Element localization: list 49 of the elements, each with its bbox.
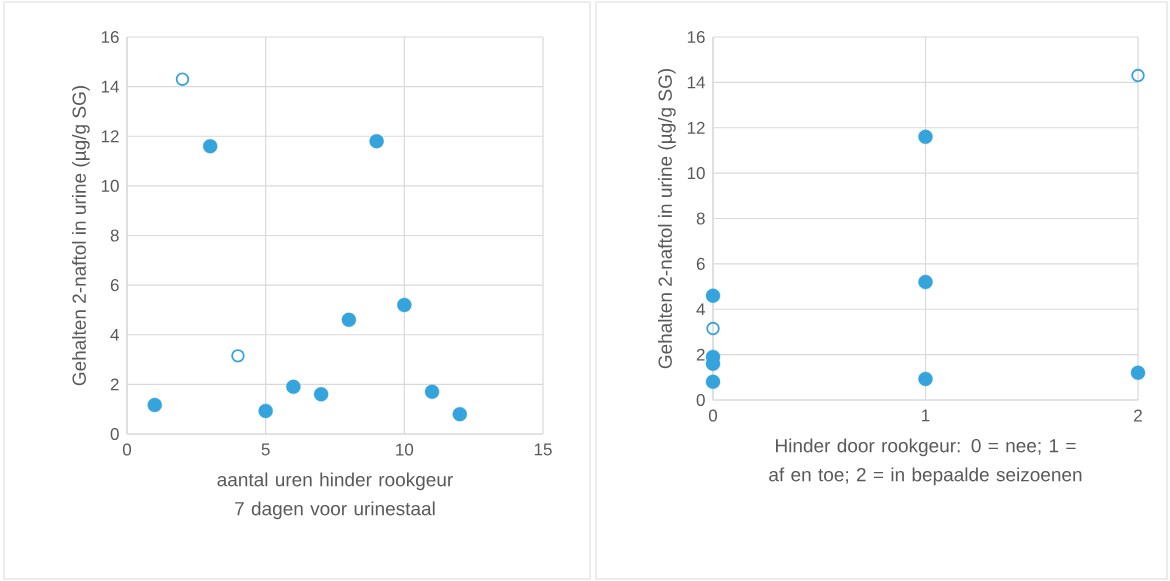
y-tick-label: 10 [687, 167, 705, 180]
y-tick-label: 4 [110, 328, 119, 341]
point [918, 371, 933, 387]
point [1130, 365, 1146, 380]
point [452, 406, 468, 422]
x-tick-label: 15 [534, 443, 552, 456]
point [705, 288, 721, 303]
point [258, 403, 273, 419]
x-tick-label: 2 [1134, 409, 1142, 422]
point [175, 72, 190, 86]
y-tick-label: 10 [101, 179, 119, 192]
point [286, 379, 301, 395]
x-tick-label: 10 [396, 443, 414, 456]
point [705, 374, 721, 390]
y-tick-label: 14 [101, 80, 119, 93]
point [424, 384, 440, 400]
point [313, 387, 329, 402]
point [231, 349, 245, 363]
y-axis-title: Gehalten 2-naftol in urine (µg/g SG) [657, 69, 676, 369]
y-tick-label: 8 [696, 212, 705, 225]
x-axis-title: Hinder door rookgeur: 0 = nee; 1 = af en toe; 2 = in bepaalde seizoenen [769, 438, 1082, 486]
y-tick-label: 12 [687, 121, 705, 134]
point [147, 397, 162, 413]
y-tick-label: 6 [696, 257, 705, 270]
x-tick-label: 0 [122, 443, 132, 456]
point [1131, 68, 1145, 83]
y-axis-title: Gehalten 2-naftol in urine (µg/g SG) [71, 86, 90, 386]
y-tick-label: 14 [687, 76, 705, 89]
x-tick-label: 0 [708, 409, 718, 422]
point [341, 312, 357, 328]
y-tick-label: 6 [110, 279, 119, 292]
x-tick-label: 5 [261, 443, 270, 456]
y-tick-label: 16 [101, 30, 119, 44]
y-tick-label: 8 [110, 229, 119, 242]
point [369, 134, 384, 149]
point [706, 321, 720, 336]
point [397, 297, 412, 313]
y-tick-label: 12 [101, 130, 119, 143]
y-tick-label: 16 [687, 30, 705, 44]
y-tick-label: 2 [110, 378, 119, 391]
y-tick-label: 4 [696, 303, 705, 316]
x-tick-label: 1 [922, 409, 930, 422]
point [918, 274, 933, 290]
y-tick-label: 2 [696, 348, 705, 361]
y-tick-label: 0 [696, 393, 705, 407]
point [203, 138, 218, 154]
y-tick-label: 0 [110, 427, 119, 441]
x-axis-title: aantal uren hinder rookgeur 7 dagen voor urinestaal [217, 472, 453, 520]
point [918, 129, 933, 145]
